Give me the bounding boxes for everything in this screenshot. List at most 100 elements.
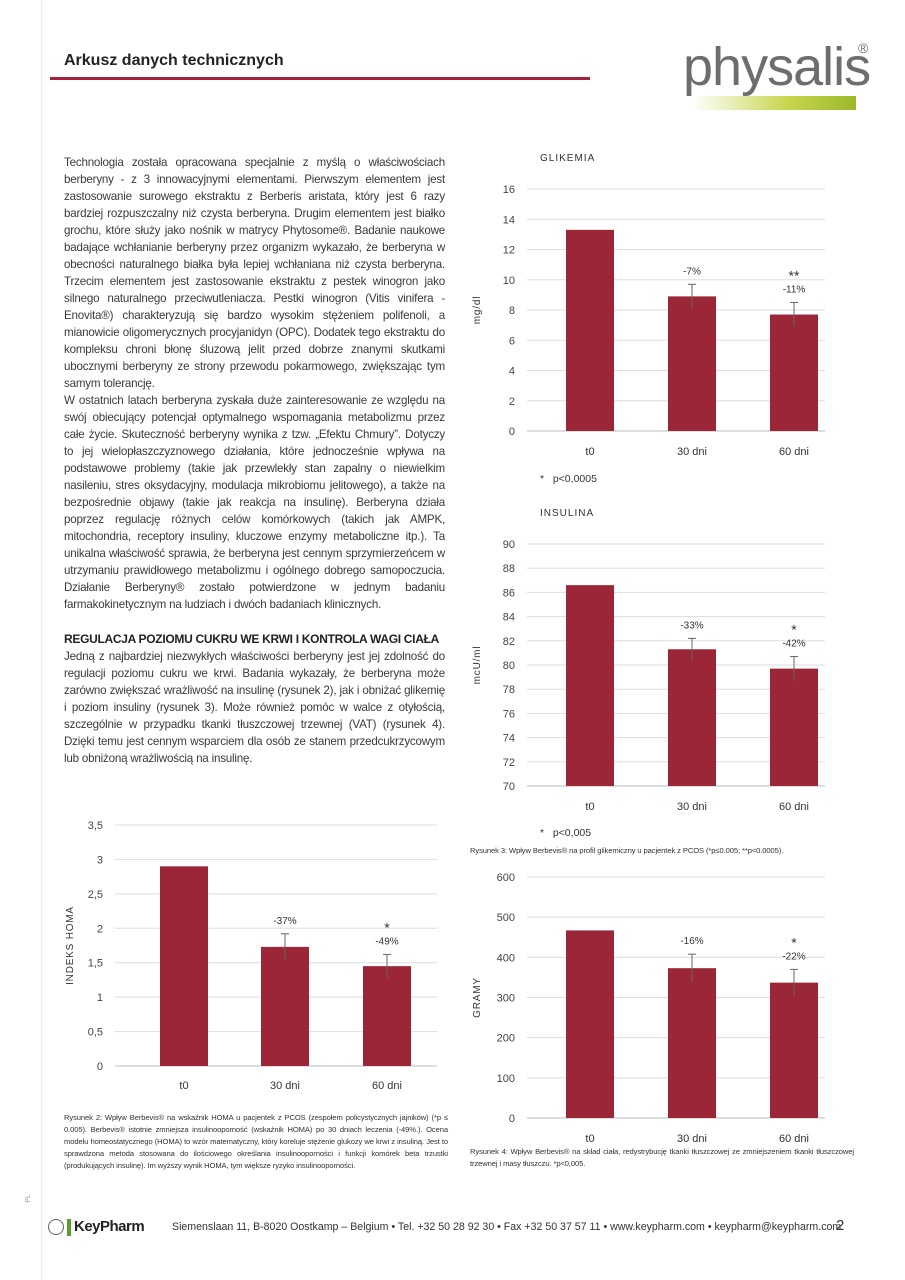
language: PL [24,1194,32,1203]
bar [566,229,614,431]
y-tick-label: 500 [497,912,515,924]
significance: * [791,622,797,638]
bar [566,585,614,786]
y-tick-label: 2 [509,396,515,408]
icon [48,1219,64,1235]
bar [770,982,818,1118]
x-tick-label: 30 dni [677,446,707,458]
y-tick-label: 12 [503,245,515,257]
y-tick-label: 2,5 [88,889,103,901]
x-tick-label: 30 dni [677,1133,707,1145]
y-tick-label: 3 [97,854,103,866]
caption: Rysunek 4: Wpływ Berbevis® na skład ciał… [470,1147,854,1168]
x-tick-label: t0 [585,446,594,458]
x-tick-label: t0 [179,1080,188,1092]
change-label: -16% [680,936,703,947]
x-tick-label: t0 [585,801,594,813]
y-tick-label: 76 [503,708,515,720]
logo: physalis [683,37,871,97]
footnote: * p<0,005 [540,827,591,839]
bar [668,649,716,786]
y-tick-label: 88 [503,563,515,575]
y-tick-label: 1 [97,992,103,1004]
y-tick-label: 72 [503,757,515,769]
y-tick-label: 90 [503,539,515,551]
y-tick-label: 70 [503,781,515,793]
caption: Rysunek 2: Wpływ Berbevis® na wskaźnik H… [64,1113,448,1170]
y-tick-label: 74 [503,733,515,745]
x-tick-label: 60 dni [779,446,809,458]
footer-address: Siemenslaan 11, B-8020 Oostkamp – Belgiu… [172,1221,842,1233]
header-rule [50,77,590,80]
bar [770,314,818,431]
change-label: -7% [683,266,701,277]
y-axis-label: mg/dl [472,296,483,324]
paragraph: W ostatnich latach berberyna zyskała duż… [64,394,445,611]
y-axis-label: INDEKS HOMA [65,906,76,985]
y-tick-label: 600 [497,872,515,884]
change-label: -11% [783,284,806,295]
y-tick-label: 14 [503,214,515,226]
section-heading: REGULACJA POZIOMU CUKRU WE KRWI I KONTRO… [64,632,439,646]
y-tick-label: 78 [503,684,515,696]
y-tick-label: 0 [97,1061,103,1073]
y-tick-label: 6 [509,335,515,347]
paragraph: Jedną z najbardziej niezwykłych właściwo… [64,650,445,765]
bar [770,668,818,786]
change-label: -33% [680,620,703,631]
y-tick-label: 86 [503,587,515,599]
y-tick-label: 10 [503,275,515,287]
header-title: Arkusz danych technicznych [64,52,284,69]
bar [668,968,716,1118]
bar [261,946,309,1066]
y-tick-label: 400 [497,952,515,964]
bar [160,866,208,1066]
footnote: * p<0,0005 [540,473,597,485]
bar [363,966,411,1066]
y-axis-label: mcU/ml [472,646,483,685]
x-tick-label: 60 dni [779,1133,809,1145]
change-label: -42% [782,639,805,650]
y-tick-label: 2 [97,923,103,935]
bar [566,930,614,1118]
change-label: -49% [375,936,398,947]
chart-title: GLIKEMIA [540,153,595,164]
y-tick-label: 16 [503,184,515,196]
brand: KeyPharm [74,1218,145,1235]
change-label: -37% [273,916,296,927]
y-tick-label: 1,5 [88,958,103,970]
x-tick-label: 30 dni [270,1080,300,1092]
logo-mark: ® [858,40,869,56]
page-number: 2 [836,1217,845,1234]
x-tick-label: 60 dni [372,1080,402,1092]
y-tick-label: 4 [509,366,515,378]
chart-title: INSULINA [540,508,594,519]
x-tick-label: t0 [585,1133,594,1145]
logo-bar [692,96,856,110]
y-tick-label: 100 [497,1073,515,1085]
brand-mark [67,1219,71,1236]
y-tick-label: 84 [503,612,515,624]
significance: * [791,934,797,950]
y-tick-label: 80 [503,660,515,672]
x-tick-label: 30 dni [677,801,707,813]
y-tick-label: 8 [509,305,515,317]
bar [668,296,716,431]
x-tick-label: 60 dni [779,801,809,813]
caption: Rysunek 3: Wpływ Berbevis® na profil gli… [470,846,784,855]
y-tick-label: 0 [509,426,515,438]
paragraph: Technologia została opracowana specjalni… [64,156,445,390]
significance: ** [789,267,800,283]
y-tick-label: 82 [503,636,515,648]
y-tick-label: 3,5 [88,820,103,832]
margin-line [41,0,42,1280]
y-tick-label: 0 [509,1113,515,1125]
y-tick-label: 300 [497,993,515,1005]
significance: * [384,919,390,935]
y-tick-label: 0,5 [88,1027,103,1039]
change-label: -22% [782,951,805,962]
y-axis-label: GRAMY [472,977,483,1018]
y-tick-label: 200 [497,1033,515,1045]
